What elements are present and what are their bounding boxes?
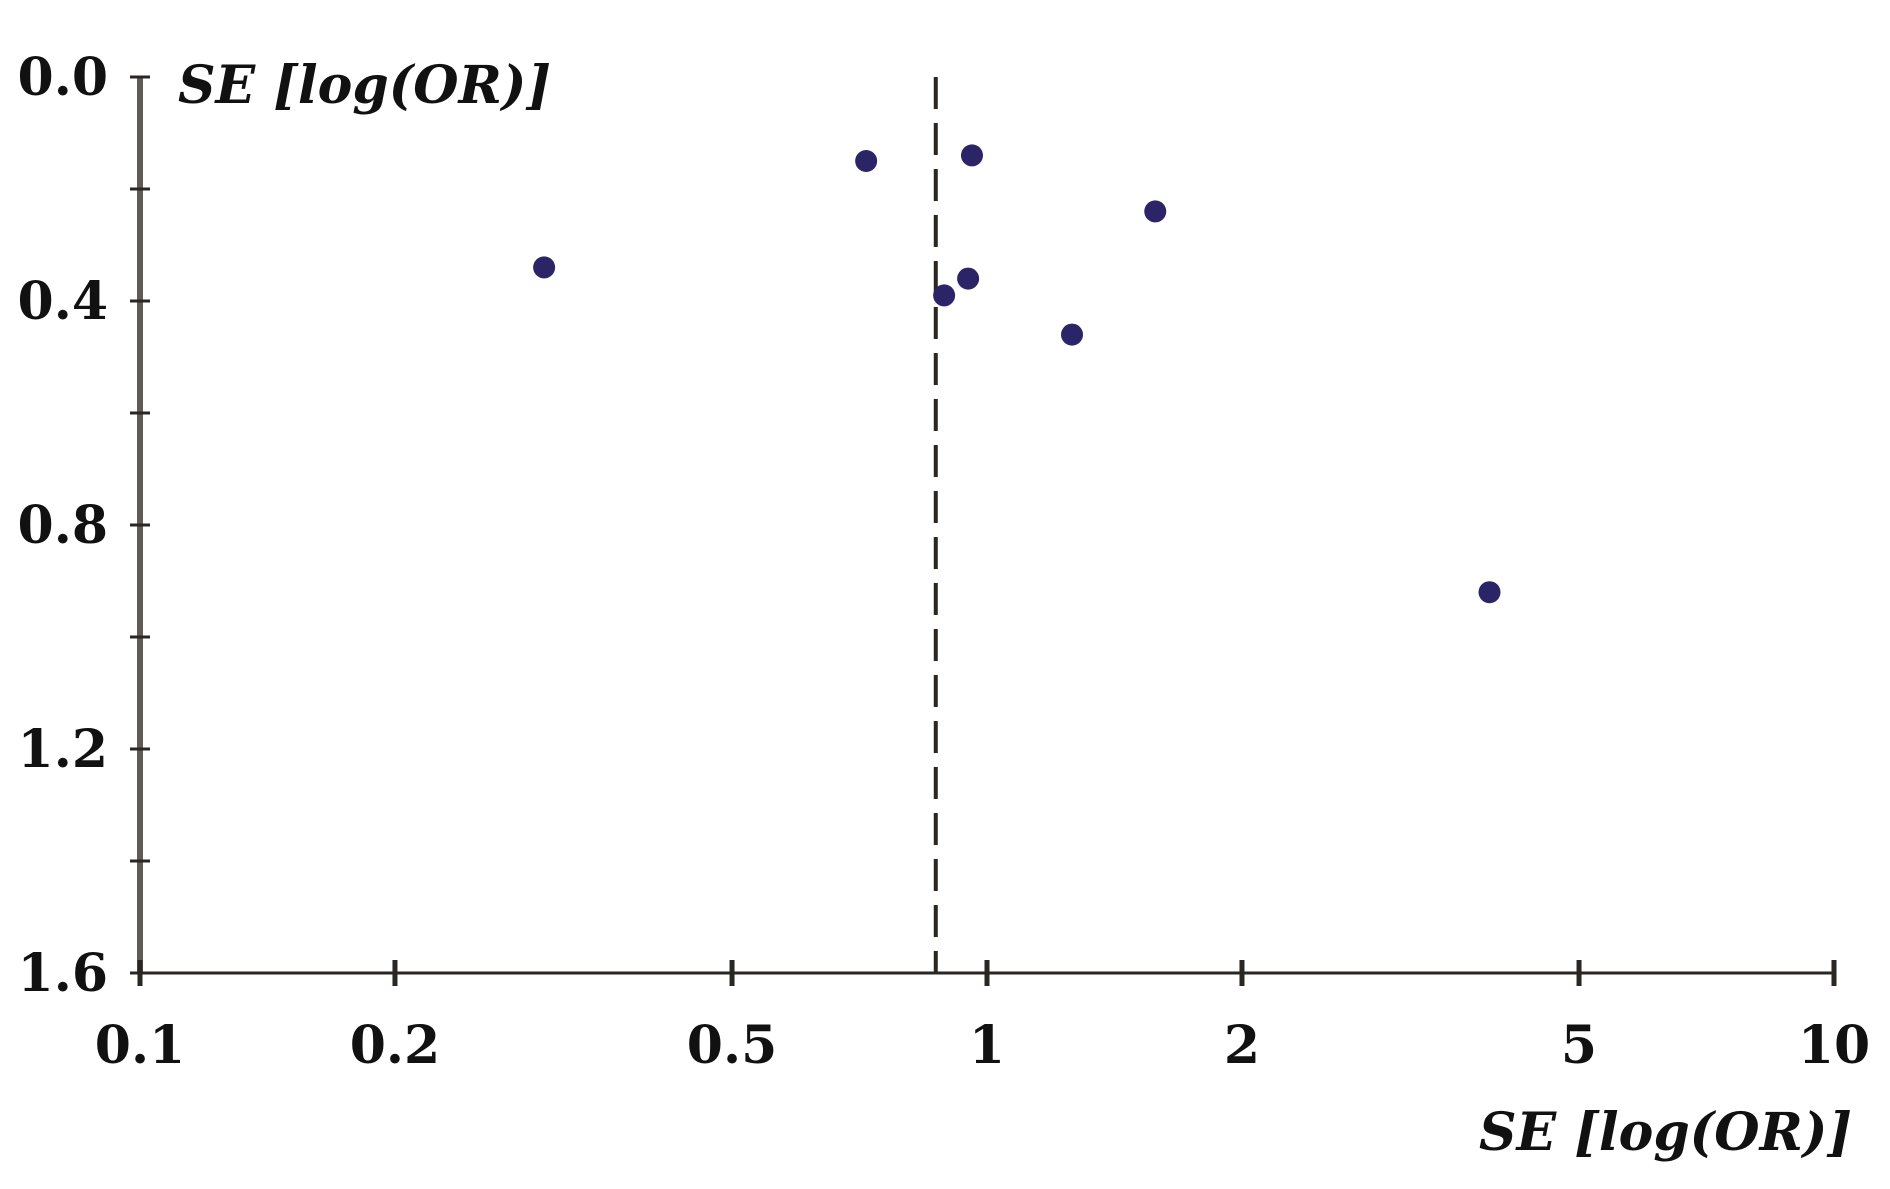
data-point: [933, 284, 956, 307]
x-tick-label: 2: [1224, 1015, 1260, 1076]
data-points: [533, 144, 1501, 604]
y-tick-label: 0.8: [18, 495, 108, 556]
data-point: [1061, 323, 1084, 346]
data-point: [960, 144, 983, 167]
data-point: [957, 267, 980, 290]
x-tick-label: 0.5: [687, 1015, 777, 1076]
x-tick-label: 0.2: [350, 1015, 440, 1076]
data-point: [1478, 581, 1501, 604]
x-tick-label: 0.1: [95, 1015, 185, 1076]
x-axis-title: SE [log(OR)]: [1479, 1102, 1852, 1163]
y-axis-title: SE [log(OR)]: [178, 55, 551, 116]
data-point: [855, 150, 878, 172]
y-tick-label: 0.0: [18, 47, 108, 108]
data-point: [533, 256, 556, 279]
y-tick-label: 1.6: [18, 943, 108, 1004]
x-tick-label: 5: [1561, 1015, 1597, 1076]
data-point: [1144, 200, 1167, 223]
y-tick-label: 0.4: [18, 271, 108, 332]
x-tick-label: 1: [969, 1015, 1005, 1076]
y-axis-ticks: 0.0 0.4 0.8 1.2 1.6: [18, 47, 150, 1004]
y-tick-label: 1.2: [18, 719, 108, 780]
x-tick-label: 10: [1798, 1015, 1870, 1076]
x-axis-ticks: 0.1 0.2 0.5 1 2 5 10: [95, 960, 1870, 1076]
